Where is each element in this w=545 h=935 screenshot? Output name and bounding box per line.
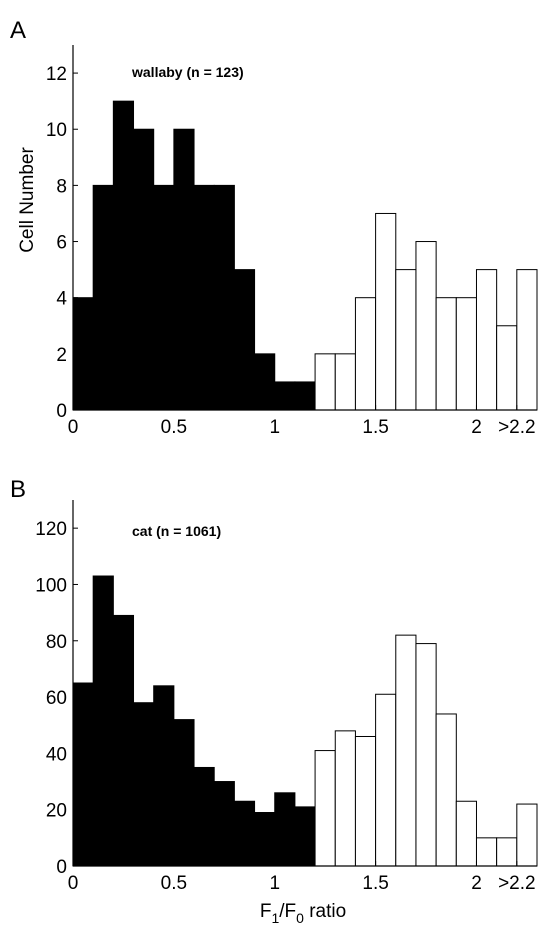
bar-a-10 [275, 382, 295, 410]
x-label-ratio: ratio [304, 901, 346, 922]
bar-a-9 [255, 354, 275, 410]
bar-b-11 [295, 807, 315, 866]
bar-a-20 [476, 270, 496, 410]
bar-b-10 [275, 793, 295, 866]
y-tick-label: 0 [56, 857, 67, 878]
x-tick-label: 1.5 [362, 873, 388, 894]
bar-a-5 [174, 129, 194, 410]
annotation-wallaby: wallaby (n = 123) [131, 64, 244, 80]
bar-b-12 [315, 751, 335, 866]
bar-b-21 [497, 838, 517, 866]
bar-a-18 [436, 298, 456, 410]
x-tick-label: 2 [471, 417, 482, 438]
y-tick-label: 10 [46, 120, 67, 141]
bar-b-3 [134, 703, 154, 866]
bar-a-14 [355, 298, 375, 410]
x-tick-label: >2.2 [498, 873, 536, 894]
bar-a-8 [234, 270, 254, 410]
x-tick-label: >2.2 [498, 417, 536, 438]
bar-b-9 [255, 813, 275, 866]
bar-b-7 [214, 782, 234, 866]
bar-a-21 [497, 326, 517, 410]
y-tick-label: 2 [56, 345, 67, 366]
bar-a-15 [376, 213, 396, 410]
y-tick-label: 20 [46, 801, 67, 822]
bar-b-18 [436, 714, 456, 866]
y-tick-label: 80 [46, 632, 67, 653]
x-label-sub1: 1 [271, 910, 279, 926]
x-tick-label: 1.5 [362, 417, 388, 438]
bar-a-13 [335, 354, 355, 410]
bar-b-1 [93, 576, 113, 866]
x-tick-label: 0.5 [161, 873, 187, 894]
bar-b-4 [154, 686, 174, 866]
bar-b-15 [376, 694, 396, 866]
x-tick-label: 0.5 [161, 417, 187, 438]
annotation-cat: cat (n = 1061) [132, 523, 221, 539]
bar-a-16 [396, 270, 416, 410]
bar-b-13 [335, 731, 355, 866]
bar-a-6 [194, 185, 214, 410]
bar-b-8 [234, 801, 254, 866]
bar-a-11 [295, 382, 315, 410]
bar-b-22 [517, 804, 537, 866]
bar-b-0 [73, 683, 93, 866]
bar-b-17 [416, 644, 436, 866]
bar-a-4 [154, 185, 174, 410]
bar-a-17 [416, 242, 436, 410]
y-tick-label: 0 [56, 401, 67, 422]
y-tick-label: 60 [46, 688, 67, 709]
y-tick-label: 100 [35, 575, 67, 596]
bar-a-22 [517, 270, 537, 410]
y-tick-label: 4 [56, 289, 67, 310]
bar-b-6 [194, 767, 214, 866]
bars-a [73, 101, 537, 410]
bar-b-2 [113, 615, 133, 866]
x-label-slash: /F [279, 901, 296, 922]
x-tick-label: 0 [68, 873, 79, 894]
bar-a-7 [214, 185, 234, 410]
x-tick-label: 1 [269, 417, 280, 438]
panel-b: B cat (n = 1061) 0 20 40 60 80 100 120 0 0.5 1 1.5… [10, 476, 537, 894]
y-tick-label: 6 [56, 233, 67, 254]
y-tick-label: 40 [46, 744, 67, 765]
y-tick-label: 12 [46, 64, 67, 85]
bar-a-2 [113, 101, 133, 410]
bar-a-12 [315, 354, 335, 410]
bar-a-19 [456, 298, 476, 410]
y-axis-label-a: Cell Number [17, 147, 38, 253]
panel-a: A wallaby (n = 123) Cell Number 02468101… [10, 17, 537, 438]
panel-letter-a: A [10, 17, 26, 44]
panel-letter-b: B [10, 476, 26, 503]
x-tick-label: 0 [68, 417, 79, 438]
x-tick-label: 1 [269, 873, 280, 894]
y-tick-label: 8 [56, 176, 67, 197]
bar-b-5 [174, 720, 194, 866]
x-axis-label: F1/F0 ratio [260, 901, 346, 926]
bar-b-20 [476, 838, 496, 866]
bar-a-3 [134, 129, 154, 410]
bar-b-14 [355, 736, 375, 866]
bar-b-19 [456, 801, 476, 866]
bar-b-16 [396, 635, 416, 866]
x-tick-label: 2 [471, 873, 482, 894]
bars-b [73, 576, 537, 866]
x-label-sub2: 0 [296, 910, 304, 926]
bar-a-1 [93, 185, 113, 410]
y-tick-label: 120 [35, 519, 67, 540]
x-label-f: F [260, 901, 272, 922]
